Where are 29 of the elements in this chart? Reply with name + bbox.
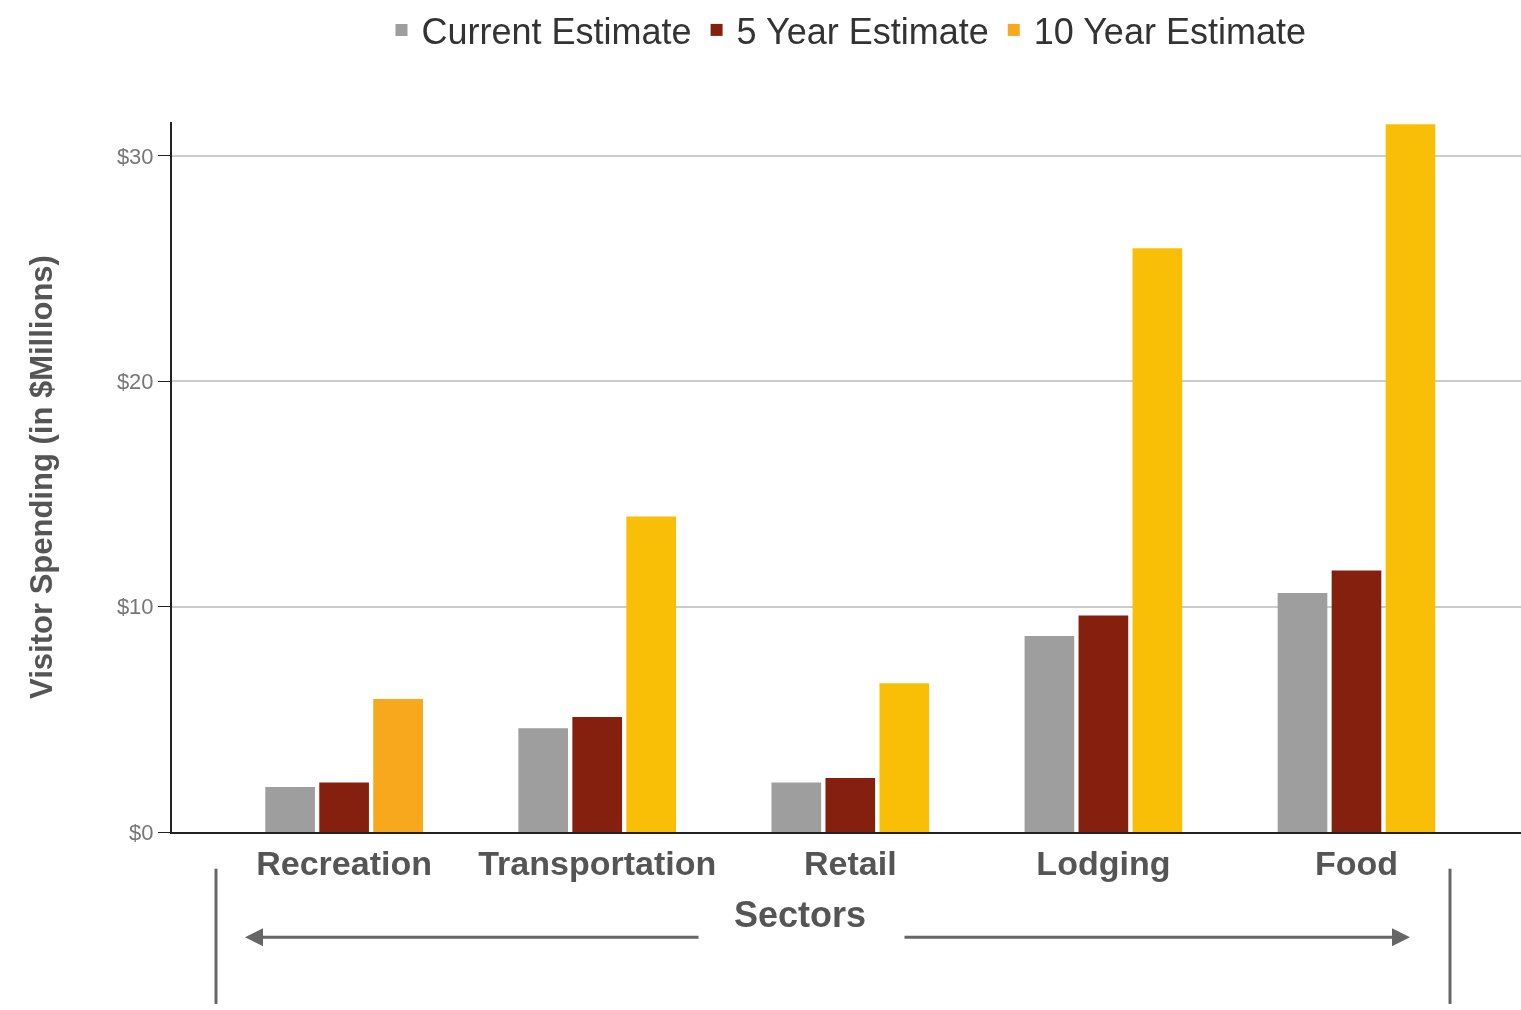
x-tick-label: Retail — [804, 843, 897, 882]
legend-label: 10 Year Estimate — [1033, 10, 1306, 52]
y-tick-label: $20 — [116, 368, 154, 394]
bar — [879, 683, 930, 832]
x-axis-title: Sectors — [734, 894, 867, 935]
legend-label: Current Estimate — [421, 10, 692, 52]
bar — [1331, 570, 1382, 832]
bar — [626, 516, 677, 832]
x-tick-label: Recreation — [256, 843, 432, 882]
bar — [825, 777, 876, 832]
x-tick-label: Transportation — [478, 843, 717, 882]
y-tick-label: $0 — [129, 819, 154, 845]
y-tick-label: $30 — [116, 143, 154, 169]
bar — [1385, 124, 1436, 832]
bar — [518, 728, 569, 832]
bar — [373, 699, 423, 832]
y-tick-label: $10 — [116, 594, 154, 620]
bar — [1277, 593, 1328, 832]
legend-label: 5 Year Estimate — [736, 10, 989, 52]
bar — [1024, 635, 1075, 832]
bar — [771, 782, 822, 832]
x-tick-label: Food — [1314, 843, 1399, 882]
bar — [572, 717, 623, 832]
bar — [265, 786, 315, 832]
y-axis-title: Visitor Spending (in $Millions) — [24, 255, 60, 699]
bar — [319, 782, 369, 832]
bar — [1078, 615, 1129, 832]
bar — [1132, 248, 1183, 832]
x-tick-label: Lodging — [1036, 843, 1171, 882]
